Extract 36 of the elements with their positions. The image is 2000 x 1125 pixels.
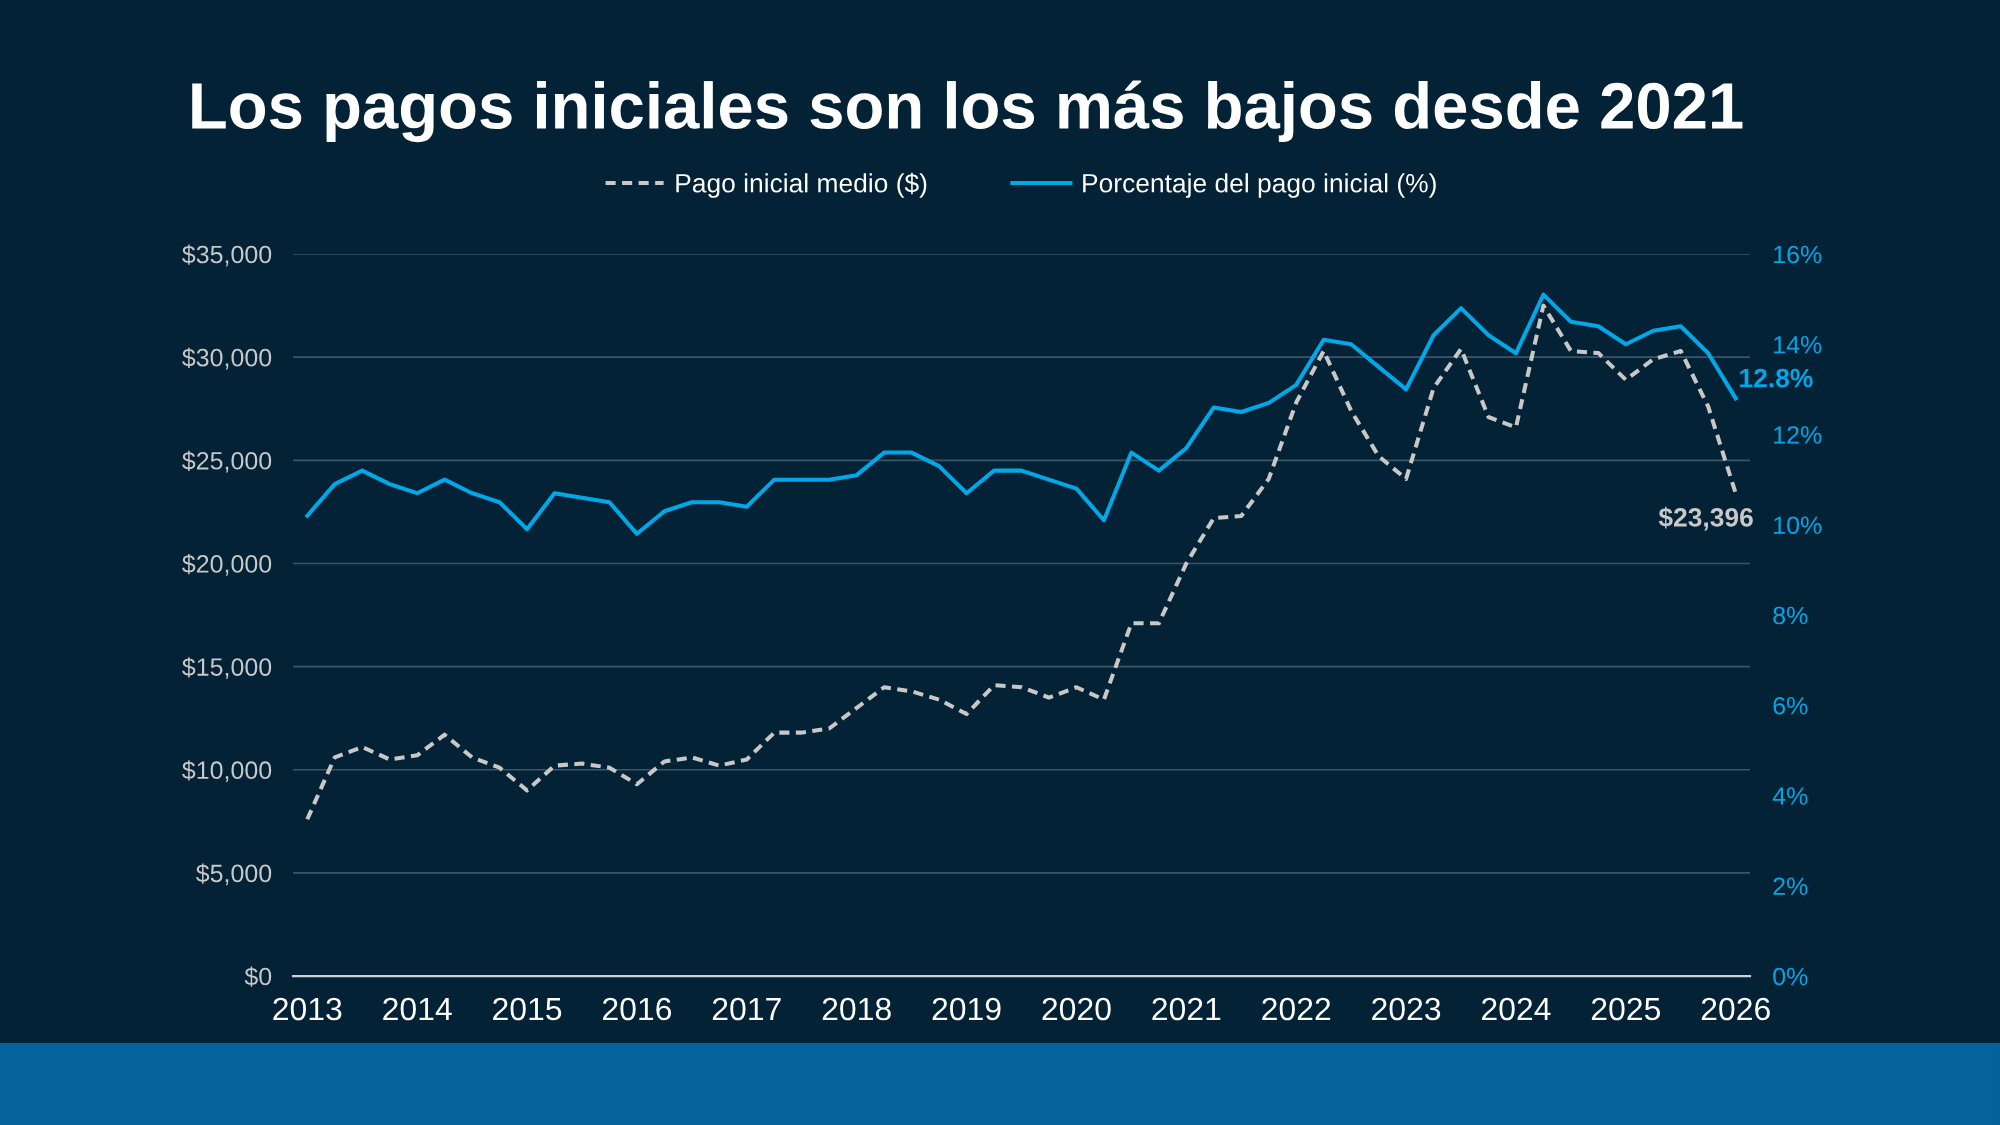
- y2-tick-label: 8%: [1773, 606, 1808, 625]
- data-label: 12.8%: [1740, 368, 1813, 388]
- chart-title: Los pagos iniciales son los más bajos desde 2021: [192, 80, 1743, 143]
- y2-tick-label: 16%: [1774, 245, 1822, 264]
- x-tick-label: 2017: [712, 997, 781, 1021]
- y2-tick-label: 0%: [1773, 967, 1808, 986]
- y-tick-label: $15,000: [182, 657, 272, 679]
- x-tick-label: 2016: [603, 997, 672, 1021]
- x-tick-label: 2022: [1262, 997, 1331, 1021]
- x-tick-label: 2015: [493, 997, 562, 1021]
- y-tick-label: $25,000: [182, 450, 272, 473]
- data-label: $23,396: [1658, 506, 1753, 531]
- x-tick-label: 2019: [932, 997, 1001, 1021]
- y-tick-label: $5,000: [195, 863, 272, 886]
- y2-tick-label: 10%: [1774, 516, 1822, 535]
- y-tick-label: $30,000: [182, 347, 272, 370]
- x-tick-label: 2021: [1152, 997, 1221, 1021]
- y2-tick-label: 12%: [1774, 426, 1822, 444]
- legend-label: Porcentaje del pago inicial (%): [1083, 173, 1436, 198]
- x-tick-label: 2018: [822, 997, 891, 1021]
- y-tick-label: $0: [244, 966, 272, 987]
- y2-tick-label: 14%: [1774, 335, 1822, 354]
- y2-tick-label: 4%: [1772, 787, 1808, 805]
- x-tick-label: 2025: [1591, 997, 1661, 1021]
- x-tick-label: 2023: [1372, 997, 1441, 1021]
- legend-label: Pago inicial medio ($): [676, 172, 927, 198]
- y-tick-label: $20,000: [182, 554, 272, 576]
- y2-tick-label: 2%: [1773, 877, 1808, 895]
- x-tick-label: 2026: [1701, 997, 1770, 1021]
- x-tick-label: 2014: [383, 997, 452, 1021]
- y-tick-label: $35,000: [182, 244, 272, 267]
- x-tick-label: 2020: [1042, 997, 1111, 1021]
- x-tick-label: 2013: [273, 997, 342, 1021]
- y2-tick-label: 6%: [1773, 696, 1808, 715]
- y-tick-label: $10,000: [182, 760, 272, 783]
- x-tick-label: 2024: [1482, 997, 1551, 1021]
